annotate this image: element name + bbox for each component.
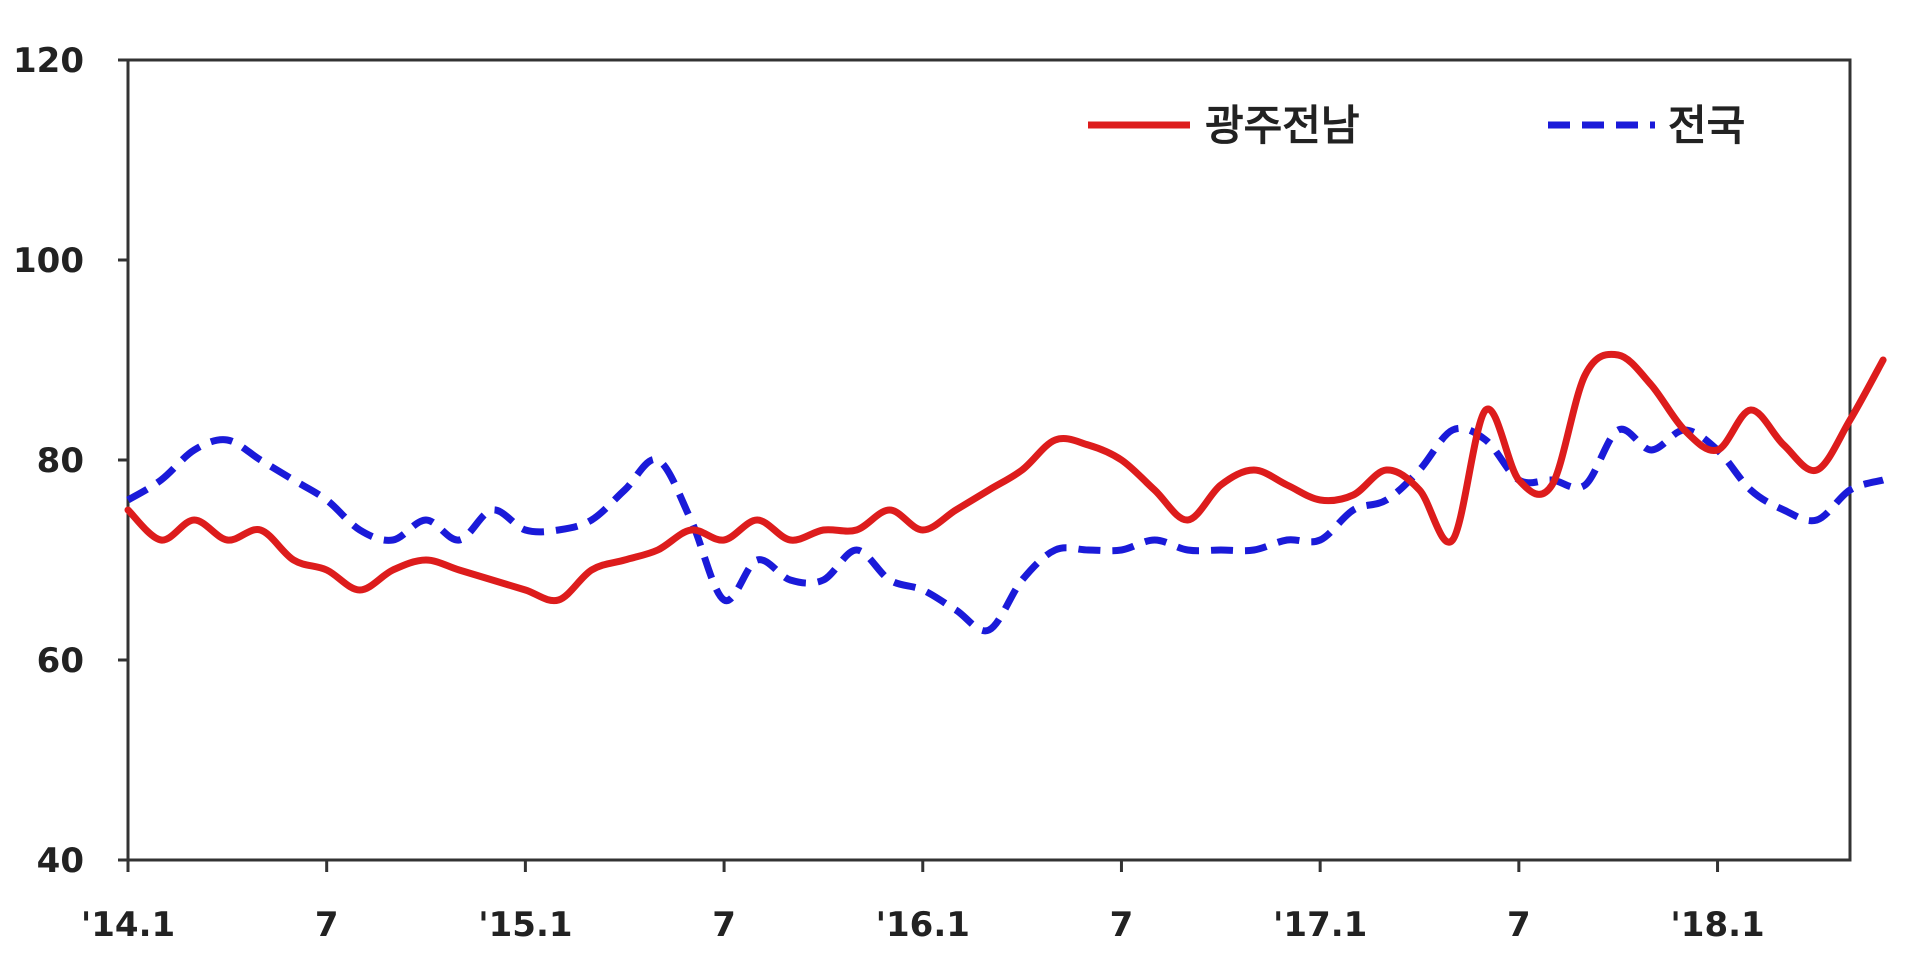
x-tick-label: '15.1: [478, 905, 572, 945]
axis-ticks: 40 60 80 100 120 '14.1 7 '15.1 7 '16.1 7 '17.1 7 '18.…: [13, 41, 1765, 945]
y-tick-label: 100: [13, 241, 84, 281]
legend-label-national: 전국: [1668, 101, 1745, 150]
y-tick-label: 40: [37, 841, 84, 881]
legend-label-gwangju-jeonnam: 광주전남: [1205, 101, 1360, 150]
plot-frame: [126, 58, 1852, 862]
series-lines: [124, 350, 1887, 635]
legend: 광주전남 전국: [1088, 101, 1745, 150]
x-tick-label: '17.1: [1273, 905, 1367, 945]
x-tick-label: '14.1: [81, 905, 175, 945]
series-line-national: [126, 424, 1885, 635]
x-tick-label: 7: [1110, 905, 1134, 945]
x-tick-label: 7: [712, 905, 736, 945]
x-tick-label: '18.1: [1670, 905, 1764, 945]
x-tick-label: 7: [315, 905, 339, 945]
x-tick-label: '16.1: [876, 905, 970, 945]
y-tick-label: 80: [37, 441, 84, 481]
y-tick-label: 60: [37, 641, 84, 681]
x-tick-label: 7: [1507, 905, 1531, 945]
series-line-gwangju-jeonnam: [124, 350, 1887, 605]
y-tick-label: 120: [13, 41, 84, 81]
